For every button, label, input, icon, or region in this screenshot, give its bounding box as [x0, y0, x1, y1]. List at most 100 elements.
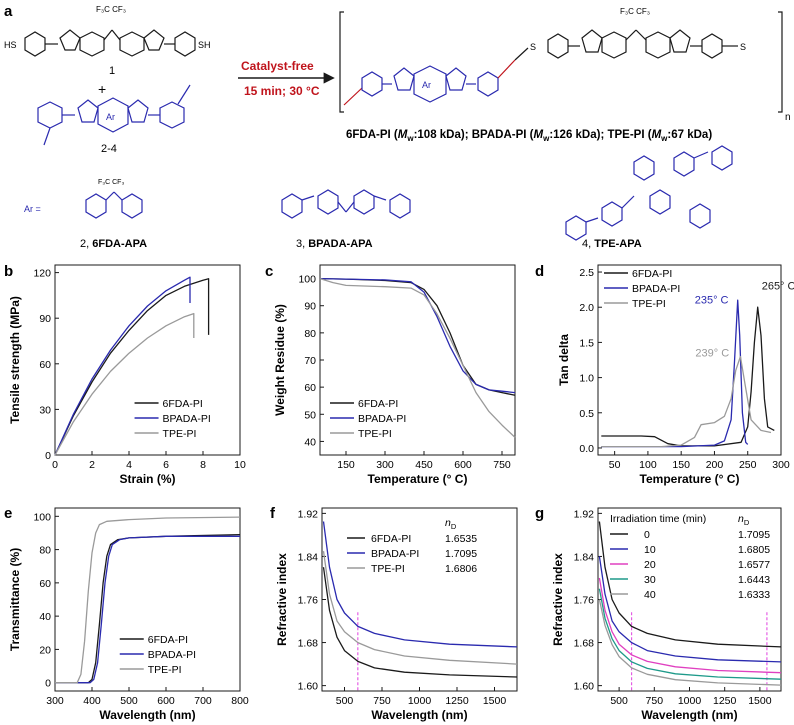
ar-tpe-caption: 4, TPE-APA [582, 238, 642, 250]
y-tick-label: 1.5 [579, 337, 594, 349]
legend-label: TPE-PI [163, 428, 197, 440]
plus-sign: + [98, 81, 106, 97]
legend-label: BPADA-PI [632, 283, 680, 295]
legend-label: TPE-PI [148, 664, 182, 676]
legend-label: 40 [644, 589, 656, 601]
y-tick-label: 40 [39, 611, 51, 623]
x-tick-label: 750 [646, 695, 664, 707]
y-axis-label: Refractive index [275, 553, 289, 646]
y-tick-label: 90 [304, 301, 316, 313]
chart-g: g 500 750 1000 1250 1500 1.60 1.68 1.76 1.84 1.92 W… [535, 505, 782, 722]
x-tick-label: 1250 [445, 695, 469, 707]
series-line-BPADA-PI [55, 535, 240, 684]
plot-frame [597, 264, 782, 456]
chart-b: b 0 2 4 6 8 10 0 30 60 90 120 Strain (%) Tensile stre… [4, 263, 246, 486]
table-header-nd: nD [445, 517, 457, 531]
series-line-40 [598, 599, 782, 686]
legend-nd-value: 1.7095 [738, 529, 770, 541]
y-tick-label: 100 [298, 274, 316, 286]
y-axis-label: Tan delta [557, 334, 571, 386]
x-tick-label: 500 [336, 695, 354, 707]
x-tick-label: 300 [376, 459, 394, 471]
legend-nd-value: 1.6333 [738, 589, 770, 601]
x-tick-label: 300 [772, 459, 790, 471]
x-tick-label: 2 [89, 459, 95, 471]
x-tick-label: 0 [52, 459, 58, 471]
product-ar: Ar [422, 80, 431, 90]
series-line-BPADA-PI [319, 277, 516, 394]
x-tick-label: 1250 [713, 695, 737, 707]
y-tick-label: 1.60 [298, 681, 319, 693]
series-line-TPE-PI [322, 551, 518, 665]
x-axis-label: Temperature (° C) [640, 472, 740, 486]
chart-e: e 300 400 500 600 700 800 0 20 40 60 80 100 Wavelengt… [4, 505, 249, 722]
x-tick-label: 6 [163, 459, 169, 471]
y-tick-label: 0.0 [579, 443, 594, 455]
x-tick-label: 750 [493, 459, 511, 471]
series-line-0 [598, 521, 782, 648]
peak-annotation: 265° C [762, 281, 794, 293]
x-tick-label: 500 [120, 695, 138, 707]
sh-right-label: SH [198, 40, 211, 50]
x-tick-label: 300 [46, 695, 64, 707]
legend-label: 0 [644, 529, 650, 541]
y-tick-label: 60 [39, 359, 51, 371]
x-tick-label: 500 [610, 695, 628, 707]
y-axis-label: Tensile strength (MPa) [8, 296, 22, 424]
legend-label: 6FDA-PI [358, 398, 398, 410]
y-tick-label: 80 [304, 328, 316, 340]
legend-label: 6FDA-PI [632, 268, 672, 280]
x-tick-label: 200 [706, 459, 724, 471]
legend-nd-value: 1.6535 [445, 533, 477, 545]
monomer-2-ar: Ar [106, 112, 115, 122]
legend-label: TPE-PI [632, 298, 666, 310]
x-axis-label: Strain (%) [119, 472, 175, 486]
legend-label: TPE-PI [371, 563, 405, 575]
monomer-2-number: 2-4 [101, 143, 117, 155]
y-tick-label: 0 [45, 450, 51, 462]
x-tick-label: 1000 [408, 695, 432, 707]
legend-label: BPADA-PI [148, 649, 196, 661]
x-tick-label: 8 [200, 459, 206, 471]
x-tick-label: 750 [373, 695, 391, 707]
legend-label: BPADA-PI [358, 413, 406, 425]
y-tick-label: 1.68 [298, 638, 319, 650]
plot-frame [54, 264, 241, 456]
series-line-BPADA-PI [601, 299, 749, 448]
legend-label: BPADA-PI [163, 413, 211, 425]
x-tick-label: 150 [337, 459, 355, 471]
legend-nd-value: 1.6806 [445, 563, 477, 575]
legend-label: 6FDA-PI [148, 634, 188, 646]
ar-bpada-caption: 3, BPADA-APA [296, 238, 373, 250]
y-tick-label: 2.5 [579, 267, 594, 279]
product-cf3: F₃C CF₃ [620, 7, 650, 16]
table-header-nd: nD [738, 513, 750, 527]
table-header: Irradiation time (min) [610, 513, 706, 525]
y-tick-label: 1.76 [574, 595, 595, 607]
ar-6fda-caption: 2, 6FDA-APA [80, 238, 147, 250]
arrow-condition-top: Catalyst-free [241, 59, 314, 73]
x-tick-label: 10 [234, 459, 246, 471]
y-tick-label: 2.0 [579, 302, 594, 314]
x-tick-label: 4 [126, 459, 132, 471]
legend-nd-value: 1.7095 [445, 548, 477, 560]
ar-6fda-cf3: F₃C CF₃ [98, 179, 124, 186]
ar-equals: Ar = [24, 204, 41, 214]
y-tick-label: 1.60 [574, 681, 595, 693]
legend-label: 20 [644, 559, 656, 571]
series-line-6FDA-PI [601, 306, 775, 447]
product-caption: 6FDA-PI (Mw:108 kDa); BPADA-PI (Mw:126 k… [346, 129, 712, 143]
x-tick-label: 1500 [748, 695, 772, 707]
y-tick-label: 0.5 [579, 408, 594, 420]
series-line-6FDA-PI [322, 567, 518, 678]
y-tick-label: 60 [39, 578, 51, 590]
panel-label-g: g [535, 505, 544, 522]
panel-label-f: f [270, 505, 276, 522]
x-tick-label: 600 [454, 459, 472, 471]
legend-nd-value: 1.6577 [738, 559, 770, 571]
panel-label-d: d [535, 263, 544, 280]
legend-label: TPE-PI [358, 428, 392, 440]
x-tick-label: 700 [194, 695, 212, 707]
